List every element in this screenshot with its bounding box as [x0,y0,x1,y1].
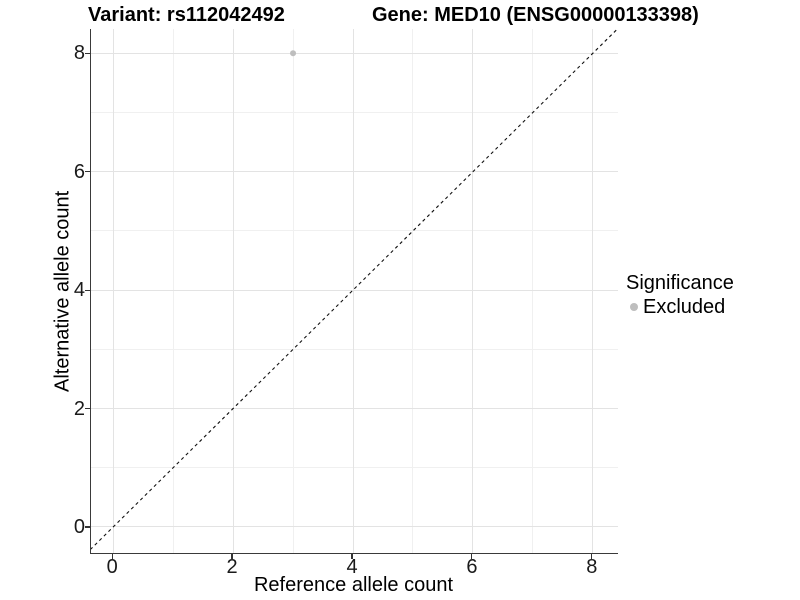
excluded-point-icon [630,303,638,311]
y-tick [85,526,90,528]
y-tick [85,289,90,291]
y-minor-gridline [91,111,618,113]
y-major-gridline [91,526,618,528]
x-tick [111,554,113,559]
x-tick-label: 4 [346,556,358,578]
legend-item-label: Excluded [643,296,726,318]
y-major-gridline [91,408,618,410]
data-point-excluded [290,50,297,57]
y-major-gridline [91,171,618,173]
x-minor-gridline [172,29,174,553]
legend: Significance Excluded [626,271,734,319]
x-major-gridline [472,29,474,553]
x-major-gridline [232,29,234,553]
x-tick [591,554,593,559]
gene-title: Gene: MED10 (ENSG00000133398) [372,4,699,26]
x-major-gridline [112,29,114,553]
x-tick-label: 2 [226,556,238,578]
x-tick [351,554,353,559]
y-major-gridline [91,289,618,291]
plot-panel [90,29,618,554]
x-minor-gridline [532,29,534,553]
x-major-gridline [352,29,354,553]
x-tick-label: 8 [586,556,598,578]
x-tick [471,554,473,559]
x-minor-gridline [412,29,414,553]
y-minor-gridline [91,467,618,469]
y-tick-label: 0 [73,515,85,538]
plot-overlay [91,29,618,550]
y-tick [85,52,90,54]
x-tick-label: 6 [466,556,478,578]
y-tick-label: 2 [73,397,85,420]
x-minor-gridline [292,29,294,553]
y-axis-title: Alternative allele count [51,190,74,392]
y-minor-gridline [91,348,618,350]
legend-title: Significance [626,272,734,294]
x-tick-label: 0 [106,556,118,578]
y-major-gridline [91,52,618,54]
y-tick [85,171,90,173]
identity-line [91,29,618,550]
y-tick-label: 4 [73,279,85,302]
legend-item-excluded: Excluded [626,295,734,319]
variant-title: Variant: rs112042492 [88,4,285,26]
y-tick [85,407,90,410]
y-minor-gridline [91,230,618,232]
x-tick [231,554,233,559]
x-axis-title: Reference allele count [253,574,453,596]
y-tick-label: 8 [73,42,85,65]
x-major-gridline [592,29,594,553]
y-tick-label: 6 [73,160,85,183]
